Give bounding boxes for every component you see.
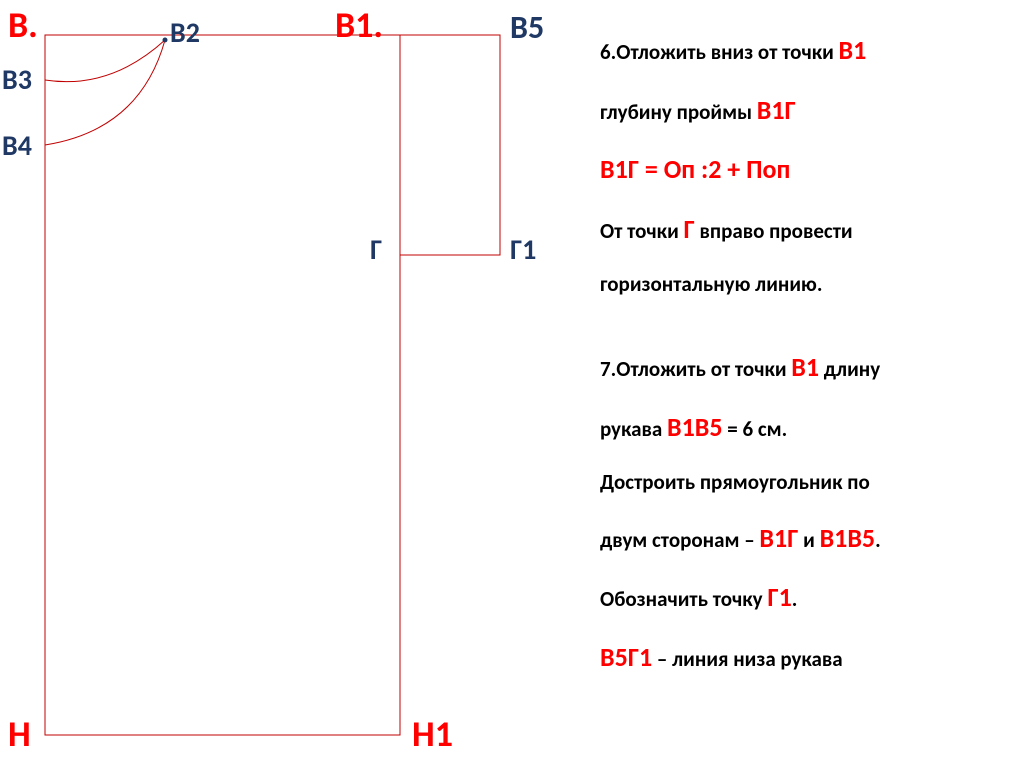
label-H1: Н1	[412, 712, 453, 756]
pattern-diagram	[0, 0, 560, 762]
label-B3: В3	[2, 62, 32, 97]
label-G1: Г1	[510, 232, 536, 267]
label-B: В.	[8, 3, 38, 47]
step7-line4: двум сторонам – В1Г и В1В5.	[600, 518, 1020, 560]
main-rect	[45, 35, 400, 735]
step6-line3: От точки Г вправо провести	[600, 209, 1020, 251]
neck-curve-2	[45, 40, 165, 145]
step6-formula: В1Г = Оп :2 + Поп	[600, 149, 1020, 191]
neck-curve-1	[45, 40, 165, 82]
step6-line2: глубину проймы В1Г	[600, 90, 1020, 132]
step7-line6: В5Г1 – линия низа рукава	[600, 637, 1020, 679]
step7-line5: Обозначить точку Г1.	[600, 577, 1020, 619]
sleeve-rect	[400, 35, 500, 255]
instructions-block: 6.Отложить вниз от точки В1 глубину прой…	[600, 30, 1020, 697]
step6-line4: горизонтальную линию.	[600, 268, 1020, 302]
label-H: Н	[8, 712, 31, 756]
label-B1: В1.	[335, 3, 383, 47]
point-b2	[163, 38, 168, 43]
step7-line3: Достроить прямоугольник по	[600, 466, 1020, 500]
label-B5: В5	[510, 8, 544, 47]
step6-line1: 6.Отложить вниз от точки В1	[600, 30, 1020, 72]
label-G: Г	[370, 232, 382, 267]
label-B2: В2	[170, 15, 200, 50]
label-B4: В4	[2, 128, 32, 163]
step7-line1: 7.Отложить от точки В1 длину	[600, 347, 1020, 389]
step7-line2: рукава В1В5 = 6 см.	[600, 407, 1020, 449]
